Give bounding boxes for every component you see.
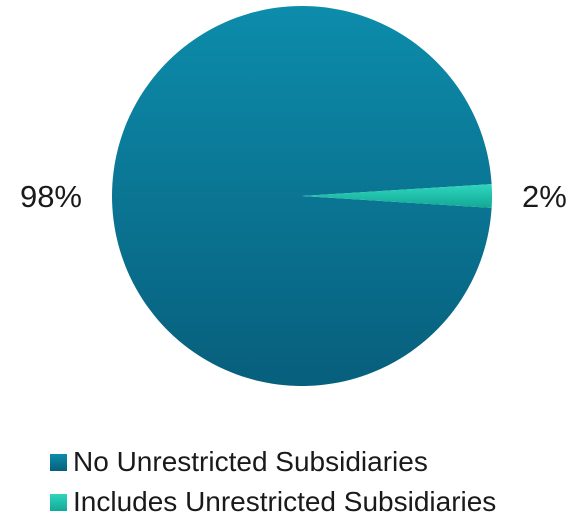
legend-item-no-unrestricted: No Unrestricted Subsidiaries [50, 442, 496, 482]
data-label-includes-unrestricted: 2% [522, 179, 567, 214]
legend-swatch [50, 454, 67, 471]
legend-swatch [50, 494, 67, 511]
legend-label: No Unrestricted Subsidiaries [73, 446, 428, 478]
legend-label: Includes Unrestricted Subsidiaries [73, 486, 496, 518]
data-label-no-unrestricted: 98% [20, 179, 82, 214]
legend: No Unrestricted Subsidiaries Includes Un… [50, 442, 496, 522]
legend-item-includes-unrestricted: Includes Unrestricted Subsidiaries [50, 482, 496, 522]
